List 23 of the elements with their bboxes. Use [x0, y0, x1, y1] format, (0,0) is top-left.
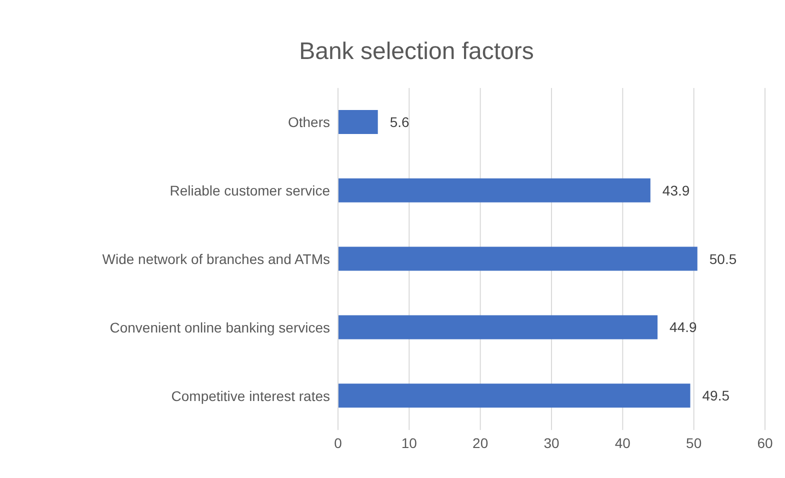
data-label: 5.6: [390, 114, 410, 130]
y-tick-label: Convenient online banking services: [110, 319, 330, 336]
bar: [338, 384, 690, 408]
data-label: 50.5: [709, 250, 737, 267]
chart-title: Bank selection factors: [298, 37, 535, 67]
x-tick-label: 30: [544, 434, 560, 451]
x-tick-label: 50: [686, 434, 702, 451]
y-tick-label: Others: [288, 114, 330, 130]
x-tick-label: 20: [472, 434, 488, 451]
y-tick-label: Competitive interest rates: [171, 388, 330, 404]
bar: [338, 178, 650, 202]
data-label: 43.9: [662, 182, 690, 198]
x-tick-label: 10: [401, 434, 418, 451]
bar: [338, 246, 698, 271]
bar: [338, 315, 658, 340]
y-tick-label: Wide network of branches and ATMs: [102, 250, 330, 267]
x-tick-label: 0: [334, 434, 342, 451]
data-label: 49.5: [702, 388, 730, 404]
data-label: 44.9: [670, 319, 697, 336]
y-tick-label: Reliable customer service: [170, 182, 330, 199]
x-tick-label: 40: [614, 434, 631, 451]
x-tick-label: 60: [757, 434, 773, 451]
bar: [338, 110, 378, 134]
